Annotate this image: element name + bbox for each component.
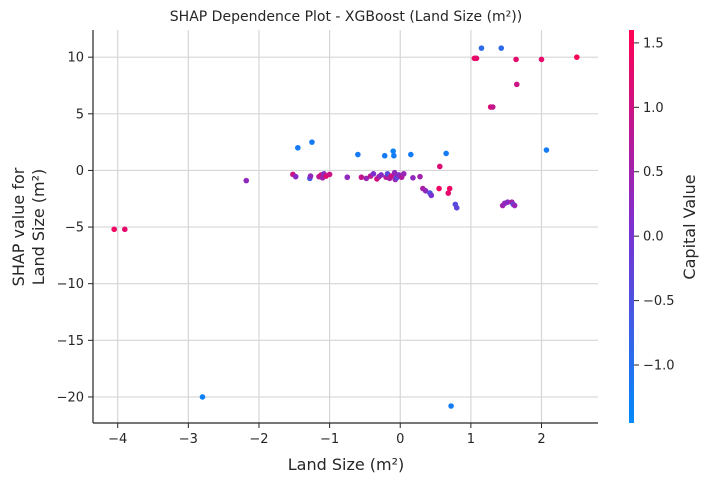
y-tick-label: −15: [57, 334, 84, 349]
x-tick-label: −2: [249, 432, 268, 447]
colorbar-tick-label: −1.0: [643, 359, 675, 374]
scatter-point: [513, 56, 519, 63]
scatter-point: [243, 177, 250, 184]
scatter-point: [422, 188, 429, 194]
scatter-point: [363, 175, 370, 182]
x-tick-label: 1: [467, 432, 475, 447]
scatter-point: [504, 199, 511, 205]
scatter-point: [295, 144, 301, 151]
colorbar-tick-label: 1.0: [643, 101, 664, 116]
x-tick-label: −4: [108, 432, 127, 447]
scatter-point: [378, 172, 384, 178]
colorbar-tick-label: 1.5: [643, 36, 664, 51]
scatter-point: [443, 150, 449, 157]
y-tick-label: −20: [57, 390, 84, 405]
scatter-point: [574, 54, 580, 60]
colorbar-tick-label: 0.5: [643, 165, 664, 180]
scatter-points: [111, 45, 580, 409]
x-ticks: −4 −3 −2 −1 0 1 2: [108, 423, 546, 447]
scatter-point: [381, 152, 388, 159]
colorbar: [629, 30, 634, 423]
chart-title: SHAP Dependence Plot - XGBoost (Land Siz…: [170, 9, 522, 25]
colorbar-tick-label: 0.0: [643, 230, 664, 245]
scatter-point: [513, 81, 520, 88]
scatter-point: [408, 151, 414, 158]
x-tick-label: 2: [537, 432, 545, 447]
scatter-point: [436, 163, 443, 170]
scatter-point: [309, 139, 315, 145]
y-tick-label: −10: [57, 277, 84, 292]
colorbar-ticks: −1.0 −0.5 0.0 0.5 1.0 1.5: [634, 36, 675, 374]
x-tick-label: 0: [396, 432, 404, 447]
x-tick-label: −3: [179, 432, 198, 447]
scatter-point: [436, 185, 442, 192]
x-tick-label: −1: [320, 432, 339, 447]
y-ticks: −20 −15 −10 −5 0 5 10: [57, 51, 93, 405]
scatter-point: [448, 403, 454, 409]
scatter-point: [199, 394, 206, 400]
y-tick-label: 10: [67, 51, 84, 66]
colorbar-label: Capital Value: [680, 174, 699, 279]
scatter-point: [478, 45, 485, 51]
y-tick-label: −5: [65, 221, 84, 236]
scatter-point: [543, 147, 550, 153]
scatter-point: [111, 226, 117, 233]
scatter-point: [417, 173, 423, 180]
scatter-point: [307, 173, 314, 179]
scatter-point: [326, 171, 333, 178]
scatter-point: [355, 151, 361, 158]
scatter-point: [400, 171, 407, 177]
scatter-point: [446, 185, 453, 192]
scatter-point: [445, 190, 452, 196]
scatter-point: [428, 192, 435, 199]
scatter-point: [473, 55, 480, 62]
scatter-point: [370, 171, 377, 177]
y-tick-label: 0: [76, 164, 84, 179]
y-axis-label-line2: Land Size (m²): [29, 169, 48, 286]
scatter-point: [489, 104, 496, 110]
grid: [93, 30, 598, 423]
scatter-point: [453, 205, 460, 211]
y-tick-label: 5: [76, 107, 84, 122]
scatter-point: [391, 152, 397, 159]
scatter-point: [121, 226, 128, 233]
scatter-point: [538, 56, 545, 63]
colorbar-tick-label: −0.5: [643, 294, 675, 309]
scatter-point: [344, 174, 351, 181]
scatter-point: [388, 173, 394, 179]
y-axis-label-line1: SHAP value for: [9, 167, 28, 286]
scatter-point: [358, 174, 365, 181]
scatter-point: [410, 174, 416, 181]
scatter-point: [390, 148, 396, 154]
scatter-point: [498, 45, 505, 51]
scatter-point: [292, 173, 299, 180]
scatter-point: [511, 202, 518, 209]
x-axis-label: Land Size (m²): [288, 455, 405, 474]
